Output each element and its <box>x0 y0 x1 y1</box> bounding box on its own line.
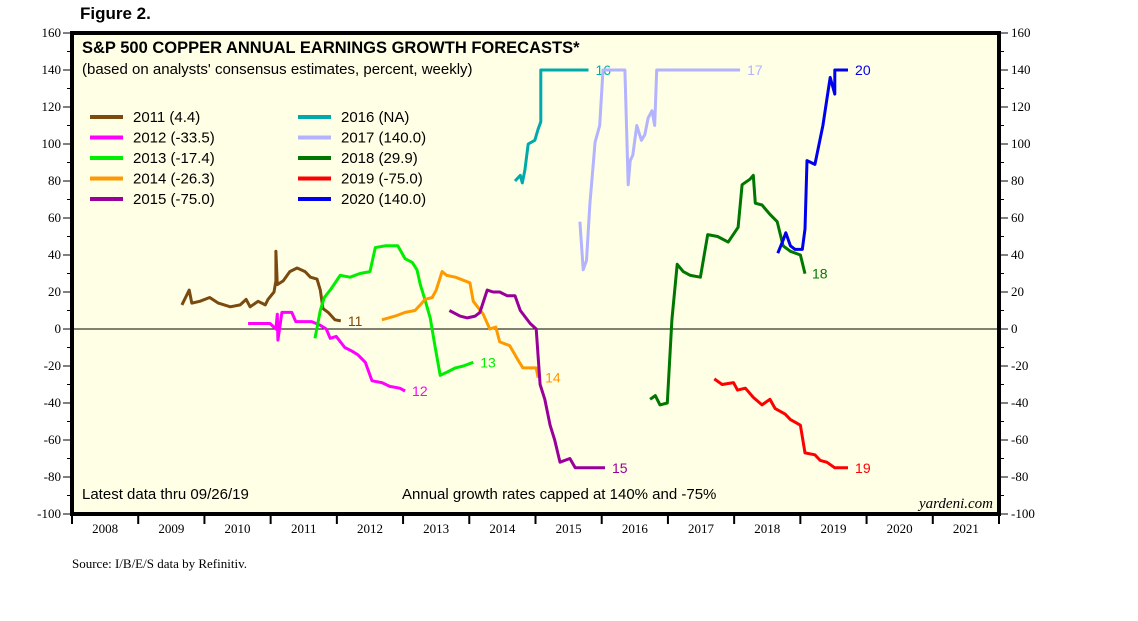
source-note: Source: I/B/E/S data by Refinitiv. <box>72 556 247 571</box>
latest-data-note: Latest data thru 09/26/19 <box>82 486 249 503</box>
x-tick-label: 2011 <box>291 521 317 536</box>
series-line-18 <box>649 173 807 407</box>
series-end-label-20: 20 <box>855 62 871 78</box>
y-tick-label-left: 140 <box>42 62 62 77</box>
series-end-label-14: 14 <box>545 370 561 386</box>
series-line-16 <box>513 68 589 185</box>
y-tick-label-left: 100 <box>42 136 62 151</box>
x-tick-label: 2008 <box>92 521 118 536</box>
series-line-12 <box>248 310 406 393</box>
series-end-label-12: 12 <box>412 383 428 399</box>
figure-label: Figure 2. <box>80 4 151 23</box>
plot-background <box>72 33 999 514</box>
x-tick-label: 2016 <box>622 521 649 536</box>
y-tick-label-right: -100 <box>1011 506 1035 521</box>
series-end-label-15: 15 <box>612 460 628 476</box>
x-tick-label: 2015 <box>556 521 582 536</box>
legend-label: 2016 (NA) <box>341 109 409 126</box>
series-end-label-13: 13 <box>480 354 496 370</box>
y-tick-label-left: 80 <box>48 173 61 188</box>
y-tick-label-left: 0 <box>55 321 62 336</box>
series-line-11 <box>180 249 342 323</box>
y-axis-right: -100 -80 -60 -40 -20 0 20 40 60 80 100 120 140 160 <box>999 25 1035 521</box>
series-end-label-18: 18 <box>812 266 828 282</box>
x-tick-label: 2020 <box>887 521 913 536</box>
cap-note: Annual growth rates capped at 140% and -… <box>402 486 716 503</box>
y-tick-label-right: 100 <box>1011 136 1031 151</box>
legend-label: 2015 (-75.0) <box>133 191 215 208</box>
y-tick-label-left: 60 <box>48 210 61 225</box>
y-tick-label-right: 120 <box>1011 99 1031 114</box>
y-tick-label-right: 0 <box>1011 321 1018 336</box>
x-tick-label: 2010 <box>225 521 251 536</box>
y-tick-label-left: -100 <box>37 506 61 521</box>
y-tick-label-right: -20 <box>1011 358 1028 373</box>
series-end-label-17: 17 <box>747 62 763 78</box>
y-tick-label-left: 160 <box>42 25 62 40</box>
series-line-14 <box>381 270 540 378</box>
x-tick-label: 2009 <box>158 521 184 536</box>
series-line-15 <box>448 288 605 470</box>
y-tick-label-left: -40 <box>44 395 61 410</box>
y-tick-label-left: 40 <box>48 247 61 262</box>
x-tick-label: 2012 <box>357 521 383 536</box>
y-tick-label-right: -80 <box>1011 469 1028 484</box>
series-end-label-11: 11 <box>348 313 363 329</box>
brand-label: yardeni.com <box>917 496 993 512</box>
series-line-13 <box>313 244 474 377</box>
series-end-label-19: 19 <box>855 460 871 476</box>
legend-label: 2012 (-33.5) <box>133 130 215 147</box>
x-tick-label: 2017 <box>688 521 715 536</box>
legend-label: 2011 (4.4) <box>133 109 200 126</box>
x-axis: 2008 2009 2010 2011 2012 2013 2014 2015 2016 2017… <box>71 514 1000 536</box>
series-line-20 <box>776 68 848 254</box>
y-tick-label-right: -60 <box>1011 432 1028 447</box>
x-tick-label: 2018 <box>754 521 780 536</box>
y-tick-label-left: 20 <box>48 284 61 299</box>
legend-label: 2014 (-26.3) <box>133 171 215 188</box>
plot-frame <box>70 31 1001 516</box>
y-tick-label-right: 40 <box>1011 247 1024 262</box>
y-tick-label-right: 60 <box>1011 210 1024 225</box>
chart-title: S&P 500 COPPER ANNUAL EARNINGS GROWTH FO… <box>82 39 580 57</box>
legend-label: 2020 (140.0) <box>341 191 426 208</box>
y-tick-label-right: 140 <box>1011 62 1031 77</box>
y-tick-label-left: -80 <box>44 469 61 484</box>
x-tick-label: 2021 <box>953 521 979 536</box>
series-line-17 <box>578 68 741 272</box>
legend-label: 2017 (140.0) <box>341 130 426 147</box>
legend-label: 2018 (29.9) <box>341 150 418 167</box>
legend: 2011 (4.4) 2012 (-33.5) 2013 (-17.4) 2014 (… <box>90 109 426 208</box>
chart-subtitle: (based on analysts' consensus estimates,… <box>82 61 473 78</box>
y-tick-label-right: -40 <box>1011 395 1028 410</box>
legend-label: 2019 (-75.0) <box>341 171 423 188</box>
y-tick-label-left: -60 <box>44 432 61 447</box>
x-tick-label: 2013 <box>423 521 449 536</box>
y-tick-label-right: 80 <box>1011 173 1024 188</box>
y-tick-label-left: 120 <box>42 99 62 114</box>
series-line-19 <box>713 377 848 470</box>
y-tick-label-left: -20 <box>44 358 61 373</box>
legend-label: 2013 (-17.4) <box>133 150 215 167</box>
y-tick-label-right: 160 <box>1011 25 1031 40</box>
x-tick-label: 2019 <box>820 521 846 536</box>
y-axis-left: -100 -80 -60 -40 -20 0 20 40 60 80 100 120 140 160 <box>37 25 72 521</box>
y-tick-label-right: 20 <box>1011 284 1024 299</box>
x-tick-label: 2014 <box>489 521 516 536</box>
